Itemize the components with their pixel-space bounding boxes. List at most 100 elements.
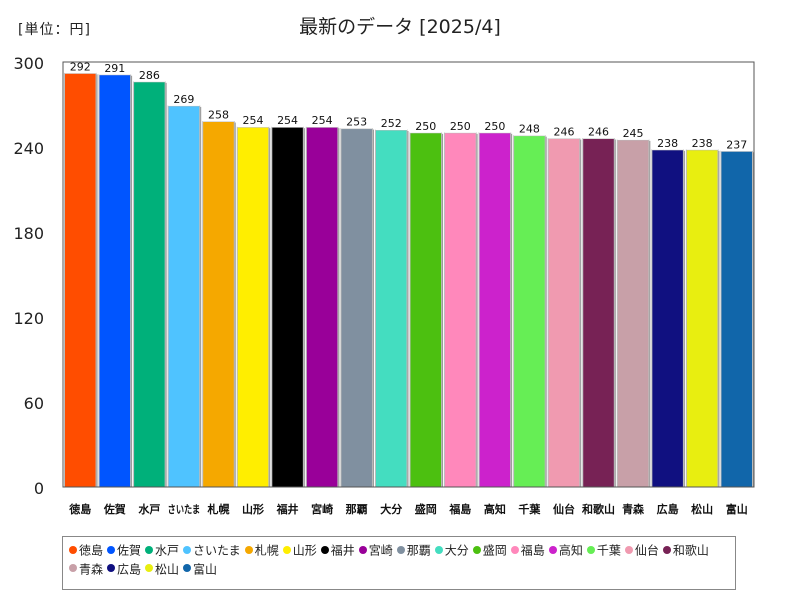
- value-label: 291: [104, 62, 125, 75]
- legend-item: 青森: [69, 560, 103, 579]
- value-label: 246: [588, 126, 609, 139]
- legend-label: さいたま: [193, 543, 241, 558]
- value-label: 286: [139, 69, 160, 82]
- y-tick-label: 180: [13, 224, 44, 243]
- legend-item: 札幌: [244, 541, 279, 560]
- bar: [651, 149, 684, 488]
- legend-item: 福井: [320, 541, 355, 560]
- legend-marker: [320, 545, 329, 554]
- bar: [720, 150, 754, 488]
- legend-label: 大分: [444, 543, 469, 558]
- value-label: 248: [519, 123, 540, 136]
- legend-marker: [282, 545, 291, 554]
- value-label-box: [444, 118, 477, 133]
- value-label-box: [513, 121, 546, 136]
- bar: [582, 138, 615, 488]
- legend-marker: [69, 564, 77, 572]
- bar: [685, 149, 719, 488]
- x-tick-label: 札幌: [206, 502, 229, 516]
- x-tick-label: 千葉: [518, 502, 541, 516]
- legend-label: 松山: [155, 562, 180, 576]
- value-label: 250: [415, 120, 436, 133]
- legend-label: 盛岡: [482, 543, 507, 558]
- x-tick-label: 宮崎: [311, 502, 333, 516]
- legend-marker: [183, 545, 192, 554]
- legend-label: 宮崎: [368, 543, 393, 558]
- legend-item: 千葉: [586, 541, 621, 560]
- legend-marker: [662, 545, 671, 554]
- y-axis: 0 60 120 180 240 300: [13, 54, 44, 498]
- legend-item: 水戸: [145, 541, 179, 560]
- legend-label: 佐賀: [117, 543, 142, 558]
- legend-marker: [107, 564, 116, 572]
- bars-group: [64, 72, 754, 488]
- value-label-box: [306, 113, 338, 128]
- legend-item: 仙台: [624, 541, 659, 560]
- x-tick-label: 福島: [448, 502, 471, 516]
- value-label-box: [582, 124, 615, 139]
- value-label: 237: [726, 138, 747, 151]
- legend-marker: [586, 545, 595, 554]
- value-label: 253: [346, 116, 367, 129]
- value-label-box: [202, 107, 235, 122]
- value-label: 238: [657, 137, 678, 150]
- legend-item: 宮崎: [358, 541, 393, 560]
- value-label-box: [720, 137, 753, 152]
- x-tick-label: 松山: [691, 502, 713, 516]
- legend-label: 富山: [193, 562, 218, 576]
- chart-title: 最新のデータ [2025/4]: [299, 16, 501, 38]
- bar: [616, 139, 650, 488]
- legend-item: 那覇: [396, 541, 431, 560]
- value-label: 254: [277, 114, 298, 127]
- value-label: 250: [450, 120, 471, 133]
- value-label-box: [479, 118, 511, 133]
- legend-item: 広島: [107, 560, 141, 579]
- bar: [340, 128, 373, 488]
- legend-item: 盛岡: [472, 541, 507, 560]
- legend-label: 和歌山: [672, 543, 709, 558]
- bar: [374, 129, 408, 488]
- legend-label: 福井: [330, 543, 355, 558]
- legend-marker: [145, 564, 154, 572]
- legend-marker: [396, 545, 405, 554]
- legend-item: 松山: [145, 560, 179, 579]
- x-tick-label: 水戸: [138, 502, 160, 516]
- value-label-box: [651, 135, 684, 150]
- x-tick-label: 青森: [622, 502, 645, 516]
- legend-marker: [472, 545, 481, 554]
- bar: [409, 132, 443, 488]
- legend-label: 山形: [292, 543, 317, 558]
- legend: 徳島 佐賀 水戸 さいたま 札幌 山形 福井 宮崎 那覇 大分 盛岡 福島 高知 千葉 仙台 和歌山青森 広島松…: [62, 536, 736, 590]
- legend-label: 福島: [520, 543, 545, 558]
- x-tick-label: 富山: [726, 502, 748, 516]
- legend-item: 徳島: [69, 541, 103, 560]
- legend-label: 水戸: [155, 543, 180, 558]
- x-tick-label: 和歌山: [582, 502, 615, 516]
- x-axis-ticks: 徳島 佐賀 水戸 さいたま 札幌 山形 福井 宮崎 那覇 大分 盛岡 福島 高知 千葉 仙台 和歌山 青森 広島松…: [68, 502, 747, 516]
- bar: [202, 121, 235, 488]
- legend-label: 札幌: [254, 543, 279, 558]
- value-label-box: [548, 124, 580, 139]
- bar: [271, 126, 304, 488]
- value-label-box: [340, 114, 373, 129]
- bar: [98, 74, 132, 488]
- legend-label: 高知: [558, 543, 583, 558]
- value-label-box: [237, 113, 269, 128]
- value-label-box: [375, 116, 407, 130]
- x-tick-label: さいたま: [168, 503, 201, 516]
- legend-item: 富山: [183, 560, 217, 579]
- bar-chart: 0 60 120 180 240 300 292 291 286 269 258 254 254 254…: [13, 54, 755, 516]
- bar: [236, 126, 270, 488]
- legend-item: 佐賀: [107, 541, 141, 560]
- y-tick-label: 0: [34, 479, 44, 498]
- legend-marker: [145, 545, 154, 554]
- y-tick-label: 120: [13, 309, 44, 328]
- value-label-box: [168, 91, 200, 106]
- y-tick-label: 300: [13, 54, 44, 73]
- legend-marker: [69, 545, 77, 554]
- bar: [133, 81, 166, 488]
- value-label: 252: [381, 117, 402, 130]
- unit-label: [単位：円]: [18, 22, 91, 38]
- legend-marker: [183, 564, 192, 572]
- bar: [444, 132, 477, 488]
